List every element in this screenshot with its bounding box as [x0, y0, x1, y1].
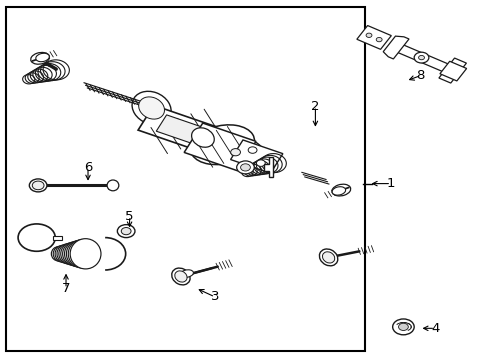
Text: 1: 1 [386, 177, 395, 190]
Ellipse shape [64, 241, 90, 266]
Ellipse shape [191, 128, 214, 147]
Ellipse shape [57, 244, 76, 264]
Ellipse shape [132, 91, 171, 125]
Ellipse shape [139, 97, 164, 119]
Circle shape [256, 160, 264, 166]
Polygon shape [356, 26, 390, 49]
Polygon shape [156, 115, 215, 148]
Circle shape [375, 37, 381, 42]
Polygon shape [230, 140, 282, 173]
Ellipse shape [233, 140, 264, 167]
Text: 5: 5 [125, 210, 134, 222]
Circle shape [392, 319, 413, 335]
Polygon shape [438, 58, 466, 83]
Circle shape [18, 224, 55, 251]
Circle shape [230, 149, 240, 156]
Text: 2: 2 [310, 100, 319, 113]
Ellipse shape [66, 240, 94, 267]
Circle shape [398, 323, 407, 330]
Ellipse shape [322, 252, 334, 263]
Polygon shape [439, 61, 466, 81]
Ellipse shape [36, 53, 49, 62]
Polygon shape [138, 105, 233, 157]
Text: 6: 6 [83, 161, 92, 174]
Ellipse shape [61, 243, 83, 265]
Circle shape [32, 181, 44, 190]
Circle shape [248, 147, 257, 153]
Ellipse shape [51, 247, 66, 261]
Ellipse shape [55, 245, 73, 262]
Circle shape [121, 228, 131, 235]
Ellipse shape [331, 184, 350, 196]
Ellipse shape [62, 242, 87, 266]
Circle shape [29, 179, 47, 192]
Circle shape [418, 55, 424, 60]
Ellipse shape [31, 53, 49, 64]
Circle shape [117, 225, 135, 238]
Polygon shape [53, 235, 61, 240]
Ellipse shape [53, 246, 69, 262]
Ellipse shape [190, 125, 254, 165]
Polygon shape [392, 43, 449, 72]
Polygon shape [184, 123, 255, 171]
Ellipse shape [331, 187, 345, 195]
Ellipse shape [174, 271, 187, 282]
Circle shape [236, 161, 254, 174]
Bar [6, 7, 365, 351]
Text: 7: 7 [61, 282, 70, 295]
Polygon shape [383, 36, 408, 59]
Text: 8: 8 [415, 69, 424, 82]
Ellipse shape [59, 243, 80, 264]
Circle shape [240, 164, 250, 171]
Text: 3: 3 [210, 291, 219, 303]
Ellipse shape [68, 239, 97, 268]
Circle shape [413, 52, 428, 63]
Circle shape [199, 138, 209, 145]
Polygon shape [264, 157, 272, 177]
Ellipse shape [180, 270, 193, 278]
Ellipse shape [171, 268, 190, 285]
Ellipse shape [319, 249, 337, 266]
Circle shape [366, 33, 371, 37]
Text: 4: 4 [430, 322, 439, 335]
Ellipse shape [107, 180, 119, 191]
Ellipse shape [70, 239, 101, 269]
